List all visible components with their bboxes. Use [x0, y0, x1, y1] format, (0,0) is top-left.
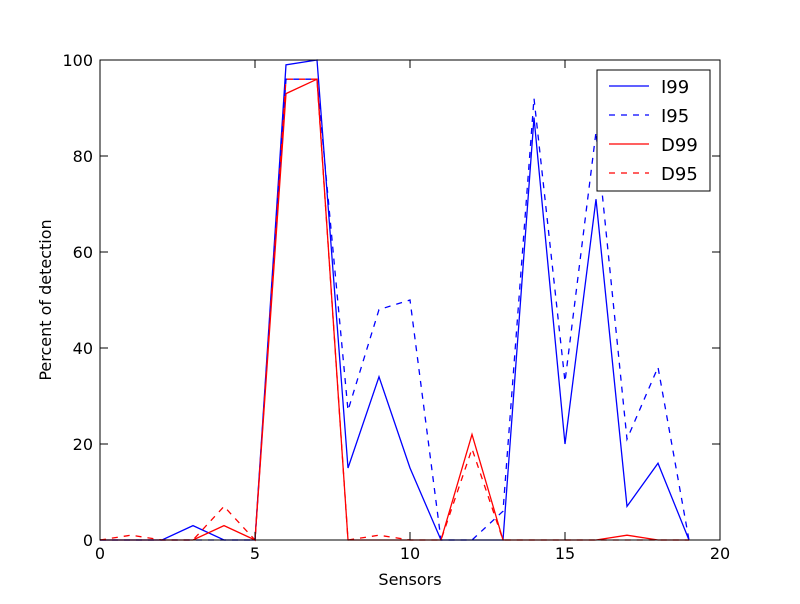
x-tick-label: 20 — [710, 544, 730, 563]
y-tick-label: 0 — [83, 531, 93, 550]
x-tick-label: 15 — [555, 544, 575, 563]
y-tick-label: 40 — [73, 339, 93, 358]
legend-box — [596, 69, 711, 192]
legend-label-i95: I95 — [661, 106, 689, 127]
ticks-layer: 0 5 10 15 20 0 20 40 60 80 100 — [62, 51, 730, 563]
x-axis-label: Sensors — [378, 570, 441, 589]
legend-label-d95: D95 — [661, 164, 698, 185]
y-tick-label: 80 — [73, 147, 93, 166]
y-tick-label: 100 — [62, 51, 93, 70]
x-tick-label: 5 — [250, 544, 260, 563]
legend-label-i99: I99 — [661, 77, 689, 98]
y-axis-label: Percent of detection — [36, 219, 55, 380]
series-line-i99 — [100, 59, 690, 541]
legend: I99 I95 D99 D95 — [596, 69, 711, 192]
y-tick-label: 20 — [73, 435, 93, 454]
x-tick-label: 0 — [95, 544, 105, 563]
y-tick-label: 60 — [73, 243, 93, 262]
legend-label-d99: D99 — [661, 135, 698, 156]
x-tick-label: 10 — [400, 544, 420, 563]
